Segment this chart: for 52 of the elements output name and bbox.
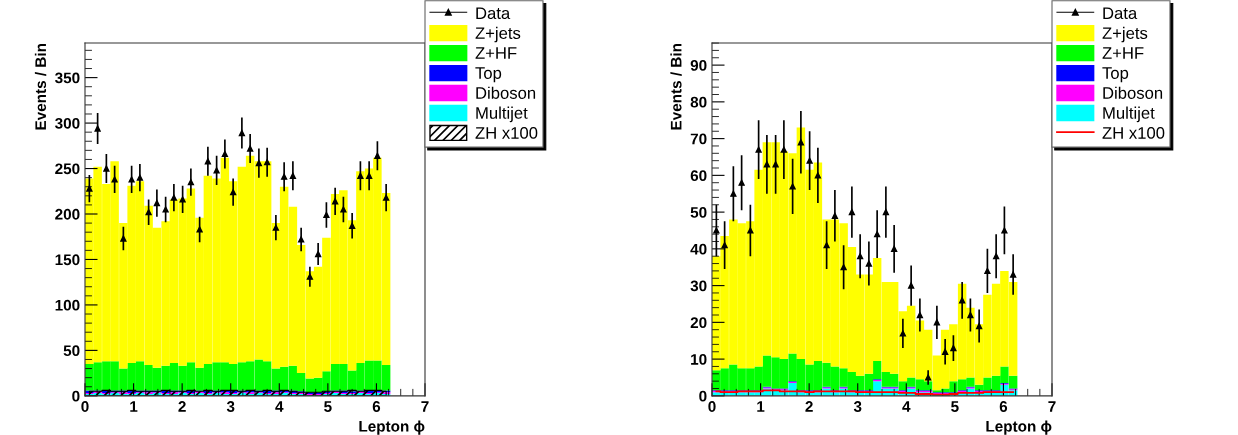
y-tick-label: 350 [55, 72, 80, 84]
y-tick-label: 60 [690, 170, 707, 182]
legend-label: Data [476, 7, 511, 20]
y-tick-label: 150 [55, 254, 80, 266]
x-tick-label: 0 [81, 401, 89, 412]
x-tick-label: 1 [757, 401, 765, 412]
x-tick-label: 4 [902, 401, 911, 412]
y-tick-label: 0 [699, 390, 707, 402]
legend-label: Diboson [1103, 86, 1163, 99]
legend-label: Multijet [1103, 106, 1155, 123]
legend-label: Diboson [476, 86, 536, 99]
y-tick-label: 50 [63, 345, 80, 357]
legend-label: Z+HF [475, 47, 517, 59]
x-tick-label: 7 [421, 401, 429, 412]
legend-label: Z+jets [475, 26, 521, 43]
x-tick-label: 6 [999, 401, 1008, 412]
x-tick-label: 0 [708, 401, 716, 412]
y-tick-label: 40 [690, 243, 707, 255]
x-tick-label: 4 [275, 401, 284, 412]
y-tick-label: 300 [55, 117, 80, 129]
x-tick-label: 5 [951, 401, 959, 412]
legend-label: Data [1103, 7, 1138, 20]
y-axis-title: Events / Bin [34, 44, 47, 130]
legend-label: Top [475, 67, 502, 83]
y-tick-label: 90 [690, 59, 707, 71]
legend-label: ZH x100 [1102, 127, 1165, 139]
x-tick-label: 2 [178, 401, 186, 412]
x-tick-label: 6 [372, 401, 381, 412]
y-tick-label: 100 [55, 299, 80, 311]
x-tick-label: 3 [226, 401, 235, 412]
x-tick-label: 1 [130, 401, 138, 412]
y-tick-label: 0 [72, 390, 80, 402]
x-tick-label: 7 [1048, 401, 1056, 412]
legend-label: Z+HF [1102, 47, 1144, 59]
x-axis-title: Lepton ϕ [986, 420, 1052, 435]
y-tick-label: 80 [690, 96, 707, 108]
x-tick-label: 3 [853, 401, 862, 412]
legend-label: Top [1102, 67, 1129, 83]
y-tick-label: 30 [690, 280, 707, 292]
x-tick-label: 2 [805, 401, 813, 412]
y-tick-label: 50 [690, 206, 707, 218]
y-tick-label: 20 [690, 317, 707, 329]
legend-label: Z+jets [1102, 26, 1148, 43]
y-tick-label: 10 [691, 353, 707, 365]
x-tick-label: 5 [324, 401, 332, 412]
y-tick-label: 250 [55, 163, 80, 175]
legend-label: Multijet [476, 106, 528, 123]
x-axis-title: Lepton ϕ [359, 420, 425, 435]
legend-label: ZH x100 [475, 127, 538, 139]
y-tick-label: 200 [55, 208, 80, 220]
y-tick-label: 70 [690, 133, 707, 145]
y-axis-title: Events / Bin [670, 44, 682, 130]
